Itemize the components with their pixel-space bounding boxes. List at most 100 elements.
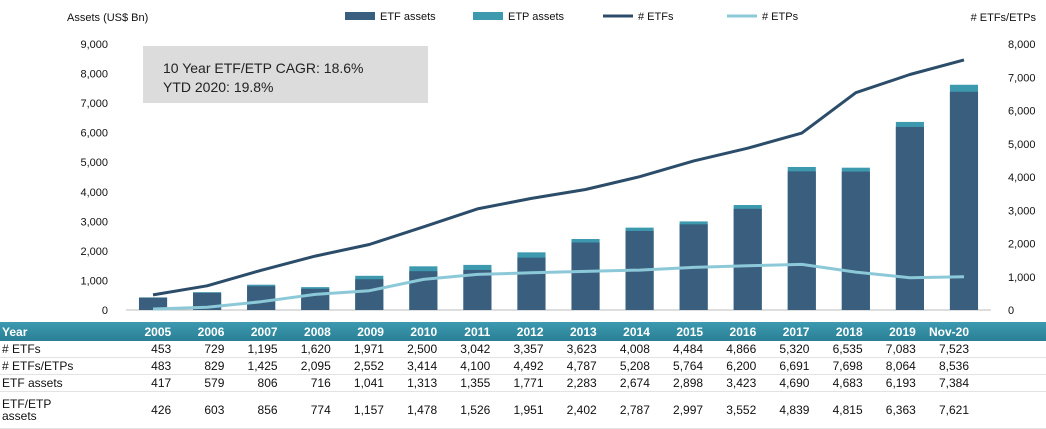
table-cell: 417 xyxy=(151,376,172,390)
table-cell: 4,839 xyxy=(779,403,810,417)
table-header-cell: 2009 xyxy=(357,324,384,339)
table-cell: 6,193 xyxy=(885,376,916,390)
table-header-cell: 2018 xyxy=(835,324,863,339)
table-header-cell: 2012 xyxy=(516,324,544,339)
table-header-cell: 2005 xyxy=(144,324,172,339)
table-header-cell: 2008 xyxy=(304,324,331,339)
table-header-cell: Nov-20 xyxy=(928,324,969,339)
table-cell: 3,552 xyxy=(726,403,757,417)
table-cell: 603 xyxy=(204,403,225,417)
table-cell: 7,621 xyxy=(938,403,969,417)
table-cell: 1,157 xyxy=(353,403,384,417)
table-cell: 4,815 xyxy=(832,403,863,417)
etf-assets-bar xyxy=(949,91,979,310)
table-cell: 8,536 xyxy=(938,359,969,373)
table-cell: 579 xyxy=(204,376,225,390)
etf-assets-bar xyxy=(355,279,384,310)
y-right-tick-label: 2,000 xyxy=(1008,239,1036,251)
table-cell: 2,500 xyxy=(407,342,438,356)
etf-assets-bar xyxy=(733,208,762,310)
y-right-tick-label: 3,000 xyxy=(1008,205,1036,217)
annotation-line-1: 10 Year ETF/ETP CAGR: 18.6% xyxy=(163,60,364,76)
table-cell: 774 xyxy=(310,403,331,417)
table-cell: 716 xyxy=(310,376,331,390)
table-cell: 856 xyxy=(257,403,278,417)
legend: ETF assets ETP assets # ETFs # ETPs xyxy=(345,11,799,23)
y-axis-left-label: Assets (US$ Bn) xyxy=(67,12,148,24)
table-cell: 829 xyxy=(204,359,225,373)
table-cell: 4,008 xyxy=(619,342,650,356)
table-cell: 2,997 xyxy=(673,403,704,417)
y-left-tick-label: 8,000 xyxy=(80,69,108,81)
table-cell: 3,623 xyxy=(566,342,597,356)
legend-label: # ETFs xyxy=(638,11,674,23)
y-left-tick-label: 1,000 xyxy=(80,275,108,287)
table-header-label: Year xyxy=(2,324,28,339)
y-right-tick-label: 6,000 xyxy=(1008,106,1036,118)
table-cell: 5,208 xyxy=(619,359,650,373)
table-cell: 3,357 xyxy=(513,342,544,356)
table-cell: 1,971 xyxy=(353,342,384,356)
table-row-label: # ETFs xyxy=(2,342,41,356)
table-cell: 6,200 xyxy=(726,359,757,373)
table-cell: 4,492 xyxy=(513,359,544,373)
etf-assets-bar xyxy=(571,242,600,310)
y-axis-right-ticks: 0 1,000 2,000 3,000 4,000 5,000 6,000 7,000 8,00… xyxy=(1008,39,1036,317)
table-row-etfs-etps: # ETFs/ETPs 483 829 1,425 2,095 2,552 3,414 4,… xyxy=(0,358,1046,375)
etf-assets-bar xyxy=(517,257,546,310)
table-cell: 4,866 xyxy=(726,342,757,356)
legend-label: # ETPs xyxy=(762,11,799,23)
y-left-tick-label: 2,000 xyxy=(80,246,108,258)
table-cell: 453 xyxy=(151,342,172,356)
y-left-tick-label: 4,000 xyxy=(80,187,108,199)
table-row-label: ETF/ETP assets xyxy=(2,397,52,423)
etfs-count-line xyxy=(152,58,965,297)
table-cell: 2,552 xyxy=(353,359,384,373)
table-header-cell: 2006 xyxy=(197,324,225,339)
table-cell: 1,526 xyxy=(460,403,491,417)
y-left-tick-label: 7,000 xyxy=(80,98,108,110)
table-cell: 4,787 xyxy=(566,359,597,373)
etf-assets-bar xyxy=(841,171,870,310)
table-cell: 1,478 xyxy=(407,403,438,417)
cagr-annotation: 10 Year ETF/ETP CAGR: 18.6% YTD 2020: 19… xyxy=(143,46,428,103)
etf-chart: Assets (US$ Bn) # ETFs/ETPs ETF assets ET… xyxy=(67,11,1036,317)
table-row-etfs: # ETFs 453 729 1,195 1,620 1,971 2,500 3,042 3,… xyxy=(0,341,1046,358)
annotation-line-2: YTD 2020: 19.8% xyxy=(163,79,274,95)
table-cell: 1,041 xyxy=(353,376,384,390)
table-cell: 1,771 xyxy=(513,376,544,390)
legend-swatch xyxy=(473,12,503,20)
y-right-tick-label: 7,000 xyxy=(1008,72,1036,84)
line-series xyxy=(152,58,965,311)
y-right-tick-label: 1,000 xyxy=(1008,272,1036,284)
table-cell: 7,384 xyxy=(938,376,969,390)
table-cell: 2,283 xyxy=(566,376,597,390)
table-cell: 2,787 xyxy=(619,403,650,417)
table-cell: 5,320 xyxy=(779,342,810,356)
table-cell: 1,313 xyxy=(407,376,438,390)
etps-count-line xyxy=(152,262,965,311)
y-left-tick-label: 0 xyxy=(102,305,108,317)
y-left-tick-label: 9,000 xyxy=(80,39,108,51)
table-cell: 6,535 xyxy=(832,342,863,356)
table-header-cell: 2011 xyxy=(464,324,491,339)
table-header-cell: 2014 xyxy=(623,324,650,339)
table-cell: 3,423 xyxy=(726,376,757,390)
table-cell: 2,674 xyxy=(619,376,650,390)
table-cell: 2,095 xyxy=(300,359,331,373)
table-cell: 8,064 xyxy=(885,359,916,373)
y-axis-left-ticks: 0 1,000 2,000 3,000 4,000 5,000 6,000 7,000 8,00… xyxy=(80,39,108,317)
table-cell: 4,683 xyxy=(832,376,863,390)
y-left-tick-label: 3,000 xyxy=(80,216,108,228)
table-cell: 6,691 xyxy=(779,359,810,373)
y-right-tick-label: 0 xyxy=(1008,305,1014,317)
table-cell: 426 xyxy=(151,403,172,417)
table-cell: 483 xyxy=(151,359,172,373)
table-cell: 7,523 xyxy=(938,342,969,356)
table-cell: 5,764 xyxy=(673,359,704,373)
table-cell: 1,425 xyxy=(247,359,278,373)
y-right-tick-label: 5,000 xyxy=(1008,139,1036,151)
y-left-tick-label: 6,000 xyxy=(80,128,108,140)
etf-assets-bar xyxy=(138,297,168,310)
table-header-cell: 2007 xyxy=(250,324,278,339)
